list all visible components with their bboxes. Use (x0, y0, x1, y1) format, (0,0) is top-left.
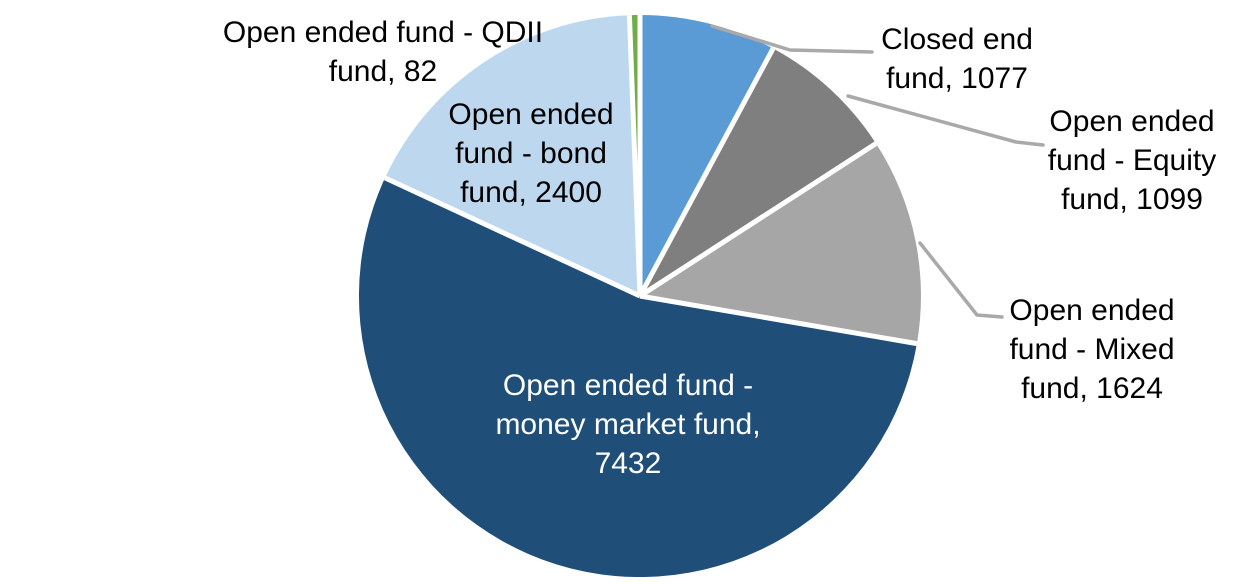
label-line: fund - bond (455, 137, 607, 170)
pie-slice-bond[interactable] (385, 15, 640, 296)
data-label-mixed-fund: Open ended fund - Mixed fund, 1624 (992, 291, 1192, 408)
pie-slice-closed_end[interactable] (640, 14, 774, 296)
slice-separator (639, 293, 918, 347)
label-line: Open ended fund - (502, 369, 754, 402)
data-label-equity-fund: Open ended fund - Equity fund, 1099 (1032, 102, 1232, 219)
slice-separator (383, 175, 642, 299)
label-line: Open ended (448, 98, 614, 131)
data-label-closed-end-fund: Closed end fund, 1077 (857, 20, 1057, 98)
label-line: Open ended (1049, 105, 1215, 138)
data-label-bond-fund: Open ended fund - bond fund, 2400 (431, 95, 631, 212)
label-line: fund, 1099 (1061, 183, 1203, 216)
pie-slice-mixed[interactable] (640, 143, 921, 344)
data-label-qdii-fund: Open ended fund - QDII fund, 82 (183, 13, 583, 91)
label-line: fund, 1077 (886, 62, 1028, 95)
leader-line-equity (846, 94, 1045, 147)
pie-slice-money_market[interactable] (358, 177, 917, 578)
pie-slice-equity[interactable] (640, 48, 876, 297)
slice-separator (637, 47, 776, 298)
label-line: fund, 1624 (1021, 372, 1163, 405)
label-line: Open ended fund - QDII (222, 16, 544, 49)
slice-separator (638, 141, 878, 299)
label-line: Open ended (1009, 294, 1175, 327)
data-label-money-market-fund: Open ended fund - money market fund, 743… (438, 366, 818, 483)
label-line: money market fund, (495, 408, 761, 441)
slice-separator (626, 15, 643, 297)
label-line: 7432 (594, 447, 662, 480)
label-line: fund, 2400 (460, 176, 602, 209)
label-line: fund - Equity (1047, 144, 1217, 177)
label-line: fund, 82 (328, 55, 438, 88)
label-line: fund - Mixed (1009, 333, 1175, 366)
leader-line-closed-end (710, 24, 874, 54)
leader-line-mixed (918, 241, 1004, 319)
label-line: Closed end (881, 23, 1033, 56)
